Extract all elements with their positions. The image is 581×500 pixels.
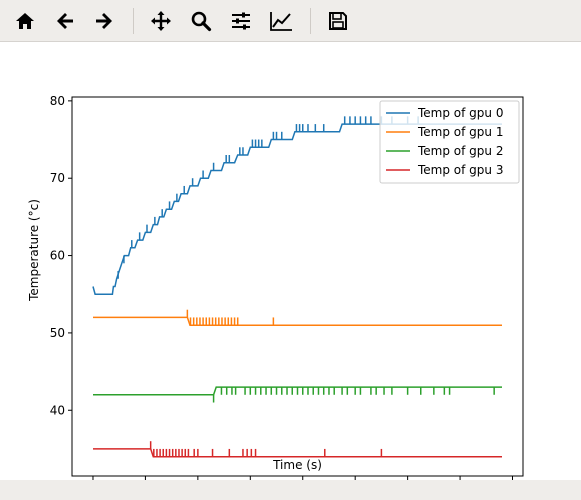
series-0	[92, 116, 502, 295]
legend-label: Temp of gpu 2	[417, 144, 503, 158]
zoom-button[interactable]	[186, 6, 216, 36]
sliders-icon	[232, 12, 250, 30]
x-axis: 01020304050607080	[92, 476, 514, 480]
temperature-line-chart: 01020304050607080 40 50 60 70 80 Time (s) Te…	[27, 94, 524, 480]
y-tick-label: 70	[50, 171, 65, 185]
toolbar	[0, 0, 581, 42]
y-axis: 40 50 60 70 80	[50, 94, 72, 417]
series-line-3	[93, 448, 502, 458]
configure-subplots-button[interactable]	[226, 6, 256, 36]
legend: Temp of gpu 0 Temp of gpu 1 Temp of gpu 2 T…	[379, 100, 520, 184]
legend-box	[379, 100, 520, 184]
y-tick-label: 60	[50, 249, 65, 263]
x-axis-label: Time (s)	[272, 458, 322, 472]
y-tick-label: 80	[50, 94, 65, 108]
arrow-left-icon	[57, 13, 73, 29]
edit-axis-button[interactable]	[266, 6, 296, 36]
series-3	[93, 441, 502, 458]
figure-canvas[interactable]: 01020304050607080 40 50 60 70 80 Time (s) Te…	[0, 42, 581, 480]
toolbar-separator	[133, 8, 134, 34]
back-button[interactable]	[50, 6, 80, 36]
series-line-0	[92, 123, 502, 295]
home-icon	[16, 13, 34, 29]
plot-area-frame	[71, 96, 524, 477]
status-bar	[0, 480, 581, 500]
floppy-disk-icon	[329, 12, 347, 30]
series-2	[93, 386, 502, 403]
arrow-right-icon	[96, 13, 112, 29]
forward-button[interactable]	[89, 6, 119, 36]
y-tick-label: 40	[50, 403, 65, 417]
pan-button[interactable]	[146, 6, 176, 36]
legend-label: Temp of gpu 3	[417, 163, 503, 177]
home-button[interactable]	[10, 6, 40, 36]
y-axis-label: Temperature (°c)	[27, 199, 41, 302]
legend-label: Temp of gpu 1	[417, 125, 503, 139]
series-line-1	[93, 316, 502, 326]
legend-label: Temp of gpu 0	[417, 106, 503, 120]
series-layer	[92, 116, 502, 458]
magnifier-icon	[191, 11, 212, 32]
save-button[interactable]	[323, 6, 353, 36]
move-icon	[151, 11, 171, 31]
y-tick-label: 50	[50, 326, 65, 340]
toolbar-separator	[310, 8, 311, 34]
line-chart-icon	[270, 12, 292, 31]
series-1	[93, 309, 502, 326]
series-line-2	[93, 386, 502, 396]
